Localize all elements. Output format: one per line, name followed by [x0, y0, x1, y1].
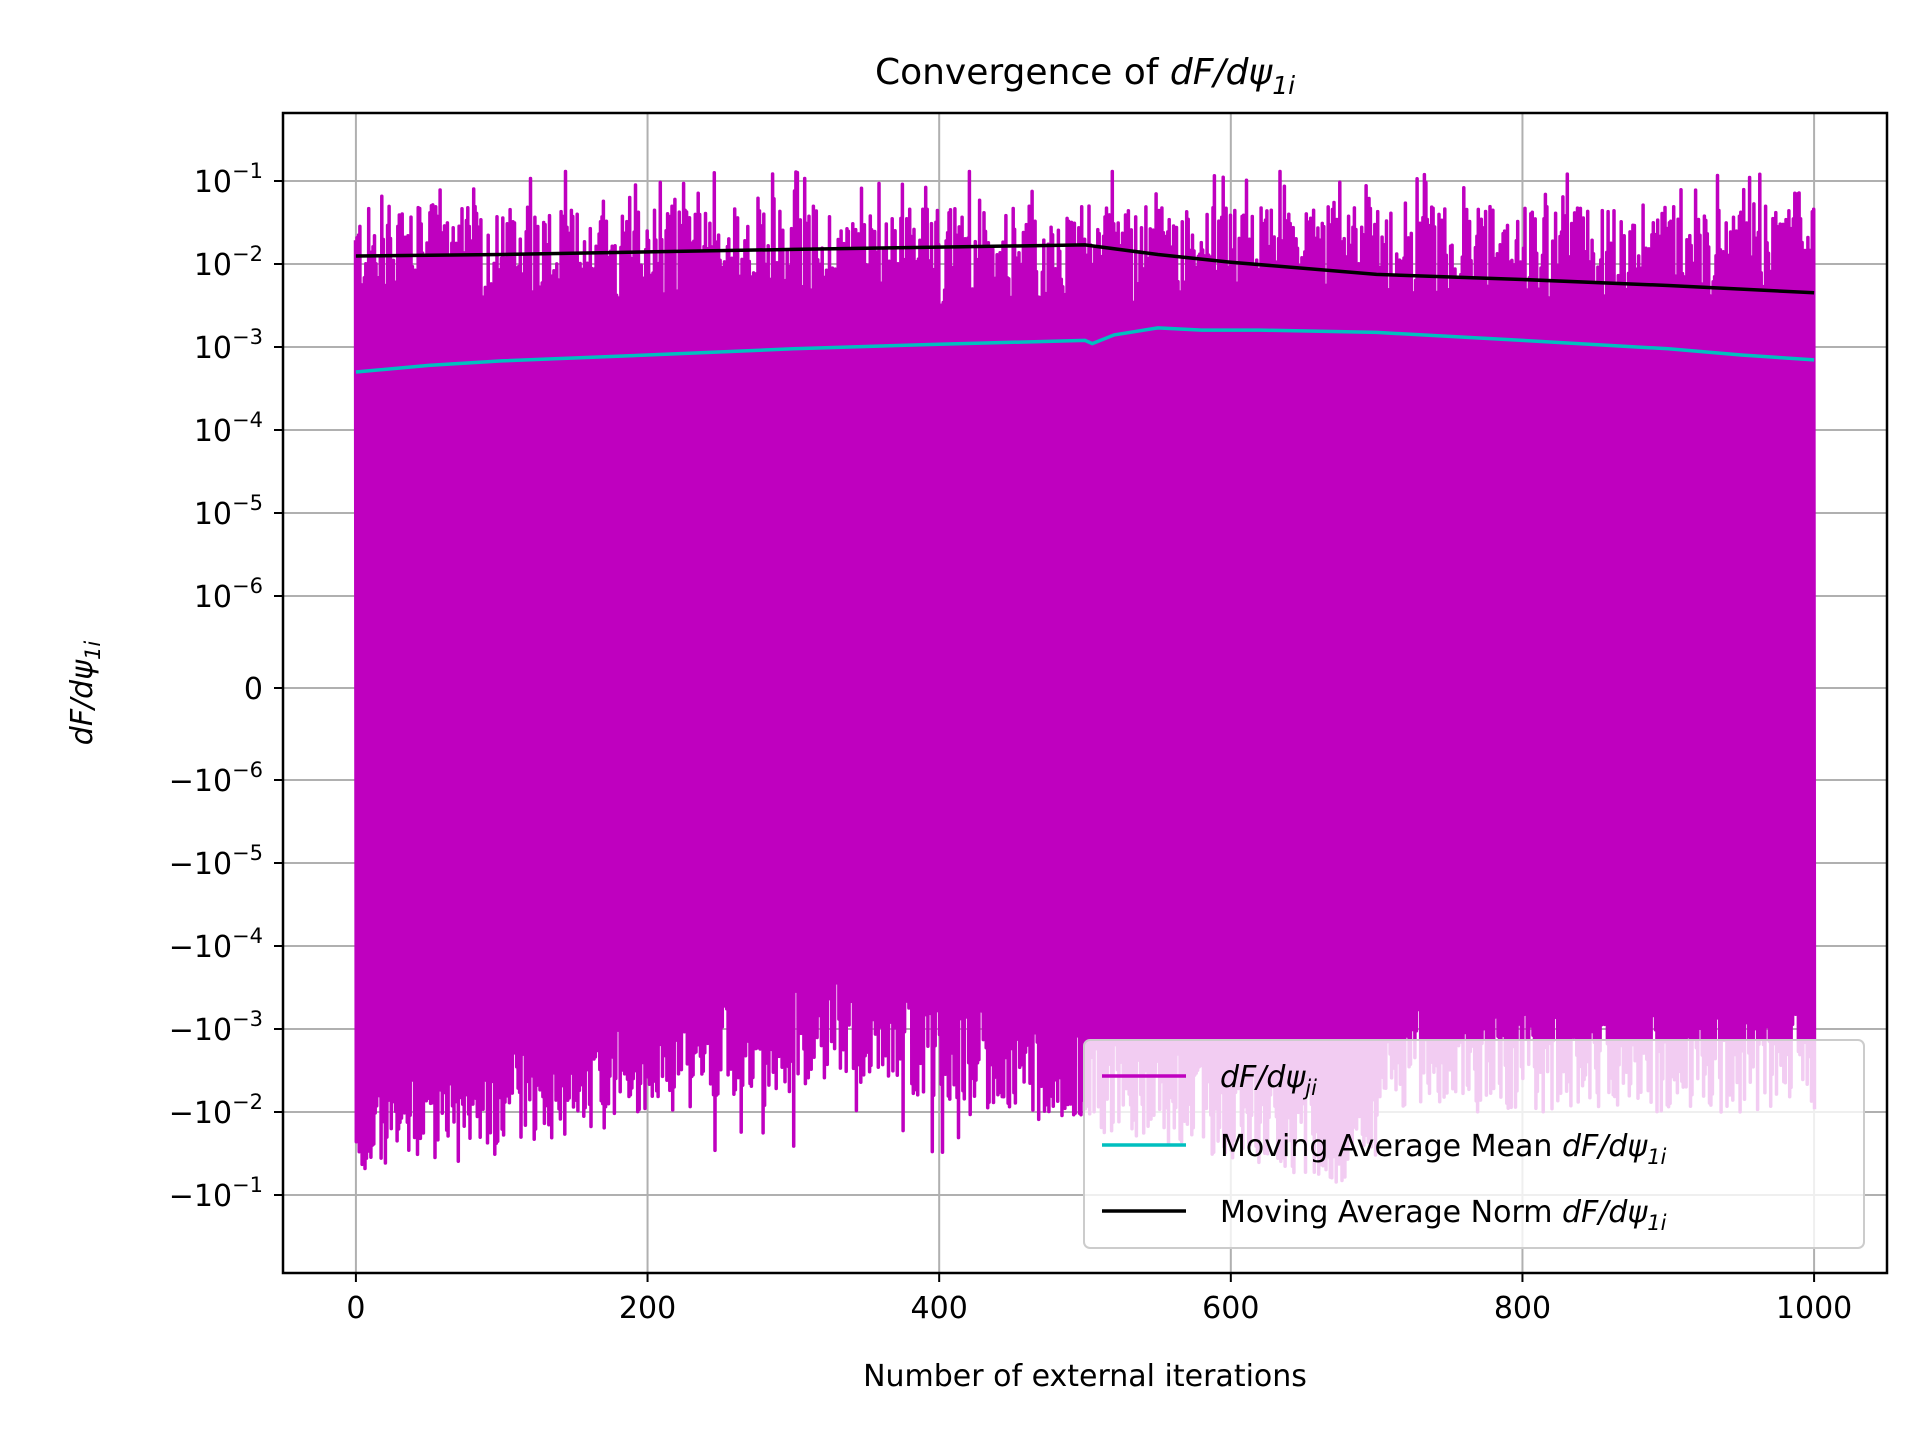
x-tick-label: 0: [346, 1291, 365, 1326]
legend-label-mean: Moving Average Mean dF/dψ1i: [1220, 1129, 1667, 1169]
x-tick-label: 800: [1494, 1291, 1551, 1326]
x-axis-label: Number of external iterations: [863, 1359, 1307, 1394]
legend-label-raw: dF/dψji: [1220, 1060, 1317, 1100]
chart-title: Convergence of dF/dψ1i: [875, 52, 1295, 100]
x-tick-label: 400: [911, 1291, 968, 1326]
legend: dF/dψji Moving Average Mean dF/dψ1i Movi…: [1084, 1040, 1864, 1248]
y-tick-label: 0: [244, 672, 263, 707]
legend-label-norm: Moving Average Norm dF/dψ1i: [1220, 1195, 1667, 1235]
series-line-raw-gradient: [356, 172, 1815, 1183]
x-tick-label: 600: [1202, 1291, 1259, 1326]
x-tick-label: 1000: [1776, 1291, 1852, 1326]
series-layer: [356, 172, 1815, 1183]
x-tick-label: 200: [619, 1291, 676, 1326]
